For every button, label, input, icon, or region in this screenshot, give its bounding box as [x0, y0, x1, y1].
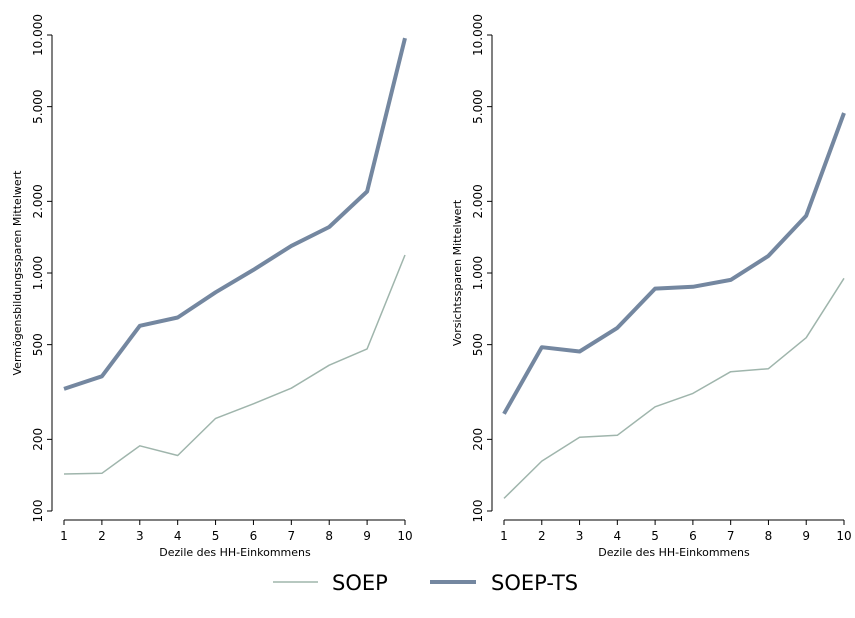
- x-tick-label-left-3: 3: [136, 529, 144, 543]
- x-tick-label-left-10: 10: [397, 529, 412, 543]
- y-tick-label-left-500: 500: [31, 333, 45, 356]
- legend-label-soep-ts: SOEP-TS: [491, 571, 578, 595]
- x-tick-label-right-5: 5: [651, 529, 659, 543]
- x-tick-label-left-8: 8: [325, 529, 333, 543]
- x-tick-label-right-10: 10: [836, 529, 851, 543]
- y-tick-label-right-500: 500: [471, 333, 485, 356]
- x-tick-label-right-7: 7: [727, 529, 735, 543]
- y-axis-title-right: Vorsichtssparen Mittelwert: [451, 199, 464, 346]
- x-tick-label-left-9: 9: [363, 529, 371, 543]
- chart-panel-right: 100 200 500 1.000 2.000 5.000 10.000 1 2 3 4 5 6 7 8 9 1…: [451, 14, 852, 559]
- x-tick-label-left-5: 5: [212, 529, 220, 543]
- x-tick-label-left-7: 7: [288, 529, 296, 543]
- series-line-soep-left: [63, 254, 406, 475]
- x-axis-title-left: Dezile des HH-Einkommens: [159, 546, 311, 559]
- x-tick-label-right-3: 3: [576, 529, 584, 543]
- series-line-soep-right: [503, 277, 845, 499]
- x-tick-label-left-6: 6: [250, 529, 258, 543]
- y-tick-label-right-2.000: 2.000: [471, 184, 485, 218]
- y-tick-label-left-100: 100: [31, 500, 45, 523]
- legend-label-soep: SOEP: [332, 571, 388, 595]
- y-axis-title-left: Vermögensbildungssparen Mittelwert: [11, 170, 24, 376]
- x-tick-label-left-4: 4: [174, 529, 182, 543]
- y-tick-label-left-2.000: 2.000: [31, 184, 45, 218]
- x-tick-label-right-1: 1: [500, 529, 508, 543]
- x-axis-title-right: Dezile des HH-Einkommens: [598, 546, 750, 559]
- y-tick-label-right-5.000: 5.000: [471, 89, 485, 123]
- y-tick-label-right-1.000: 1.000: [471, 256, 485, 290]
- series-line-soep-ts-left: [63, 37, 407, 391]
- x-tick-label-right-9: 9: [802, 529, 810, 543]
- x-tick-label-right-8: 8: [765, 529, 773, 543]
- y-tick-label-left-1.000: 1.000: [31, 256, 45, 290]
- y-tick-label-right-10.000: 10.000: [471, 14, 485, 56]
- y-tick-label-right-200: 200: [471, 428, 485, 451]
- x-tick-label-left-2: 2: [98, 529, 106, 543]
- y-tick-label-left-5.000: 5.000: [31, 89, 45, 123]
- y-tick-label-left-200: 200: [31, 428, 45, 451]
- chart-panel-left: 100 200 500 1.000 2.000 5.000 10.000 1 2 3 4 5 6 7 8 9 1…: [11, 14, 413, 559]
- x-tick-label-left-1: 1: [60, 529, 68, 543]
- x-tick-label-right-4: 4: [614, 529, 622, 543]
- x-tick-label-right-6: 6: [689, 529, 697, 543]
- x-tick-label-right-2: 2: [538, 529, 546, 543]
- y-tick-label-right-100: 100: [471, 500, 485, 523]
- legend: SOEP SOEP-TS: [273, 571, 578, 595]
- y-tick-label-left-10.000: 10.000: [31, 14, 45, 56]
- series-line-soep-ts-right: [502, 112, 846, 415]
